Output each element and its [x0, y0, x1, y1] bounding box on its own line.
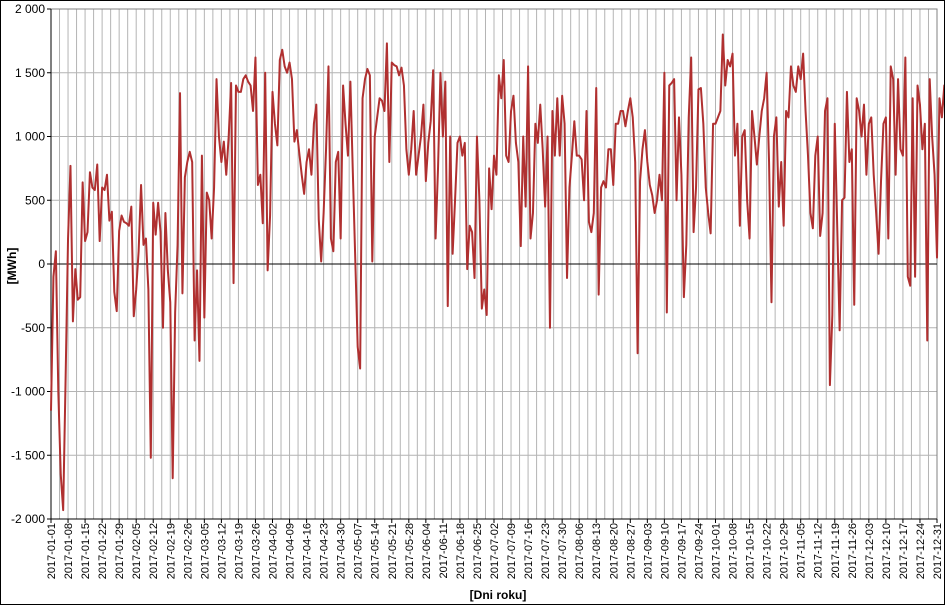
x-tick-label: 2017-08-20	[608, 523, 620, 579]
x-tick-label: 2017-05-21	[387, 523, 399, 579]
y-tick-label: 500	[25, 193, 45, 207]
y-axis-title: [MWh]	[5, 248, 19, 285]
x-tick-label: 2017-03-12	[216, 523, 228, 579]
x-tick-label: 2017-03-19	[233, 523, 245, 579]
y-tick-label: 1 500	[15, 66, 45, 80]
x-tick-label: 2017-12-17	[898, 523, 910, 579]
x-tick-label: 2017-08-06	[574, 523, 586, 579]
x-tick-label: 2017-01-01	[46, 523, 58, 579]
x-tick-label: 2017-06-11	[438, 523, 450, 578]
x-tick-label: 2017-06-25	[472, 523, 484, 579]
x-tick-label: 2017-05-07	[353, 523, 365, 579]
x-tick-label: 2017-11-05	[796, 523, 808, 578]
x-tick-label: 2017-09-10	[659, 523, 671, 579]
series-layer	[50, 33, 944, 512]
x-tick-label: 2017-12-10	[881, 523, 893, 579]
x-tick-label: 2017-03-26	[250, 523, 262, 579]
x-tick-label: 2017-09-17	[676, 523, 688, 579]
y-tick-label: 1 000	[15, 130, 45, 144]
y-tick-label: 0	[38, 257, 45, 271]
x-tick-label: 2017-02-12	[148, 523, 160, 579]
x-tick-label: 2017-06-18	[455, 523, 467, 579]
x-tick-label: 2017-01-08	[63, 523, 75, 579]
y-tick-label: -500	[21, 321, 45, 335]
x-tick-label: 2017-02-19	[165, 523, 177, 579]
x-tick-label: 2017-04-23	[319, 523, 331, 579]
x-tick-label: 2017-04-16	[302, 523, 314, 579]
x-tick-label: 2017-01-15	[80, 523, 92, 579]
y-axis-tick-labels: -2 000 -1 500 -1 000 -500 0 500 1 000 1 500 2 00…	[11, 2, 45, 526]
x-tick-label: 2017-01-29	[114, 523, 126, 579]
x-tick-label: 2017-04-02	[268, 523, 280, 579]
axis-layer	[47, 8, 938, 523]
x-tick-label: 2017-07-02	[489, 523, 501, 579]
x-tick-label: 2017-02-26	[182, 523, 194, 579]
x-tick-label: 2017-08-27	[625, 523, 637, 579]
x-tick-label: 2017-03-05	[199, 523, 211, 579]
series-line	[50, 33, 944, 512]
x-tick-label: 2017-10-22	[762, 523, 774, 579]
x-tick-label: 2017-12-31	[932, 523, 944, 579]
x-tick-label: 2017-08-13	[591, 523, 603, 579]
x-tick-label: 2017-07-30	[557, 523, 569, 579]
x-tick-label: 2017-07-23	[540, 523, 552, 579]
x-tick-label: 2017-04-30	[336, 523, 348, 579]
x-tick-label: 2017-01-22	[97, 523, 109, 579]
x-tick-label: 2017-04-09	[285, 523, 297, 579]
x-tick-label: 2017-11-26	[847, 523, 859, 578]
x-tick-label: 2017-11-19	[830, 523, 842, 578]
x-tick-label: 2017-10-08	[728, 523, 740, 579]
x-tick-label: 2017-11-12	[813, 523, 825, 578]
x-tick-label: 2017-05-28	[404, 523, 416, 579]
y-tick-label: 2 000	[15, 2, 45, 16]
x-tick-label: 2017-07-09	[506, 523, 518, 579]
y-tick-label: -1 000	[11, 385, 45, 399]
y-tick-label: -1 500	[11, 448, 45, 462]
x-tick-label: 2017-07-16	[523, 523, 535, 579]
x-axis-title: [Dni roku]	[470, 588, 527, 602]
x-tick-label: 2017-10-29	[779, 523, 791, 579]
x-tick-label: 2017-12-24	[915, 523, 927, 579]
x-tick-label: 2017-10-15	[745, 523, 757, 579]
x-tick-label: 2017-02-05	[131, 523, 143, 579]
x-tick-label: 2017-09-24	[693, 523, 705, 579]
x-tick-label: 2017-05-14	[370, 523, 382, 579]
x-tick-label: 2017-09-03	[642, 523, 654, 579]
x-axis-tick-labels: 2017-01-01 2017-01-08 2017-01-15 2017-01-22…	[46, 523, 944, 579]
x-tick-label: 2017-10-01	[711, 523, 723, 579]
x-tick-label: 2017-06-04	[421, 523, 433, 579]
y-tick-label: -2 000	[11, 512, 45, 526]
x-tick-label: 2017-12-03	[864, 523, 876, 579]
